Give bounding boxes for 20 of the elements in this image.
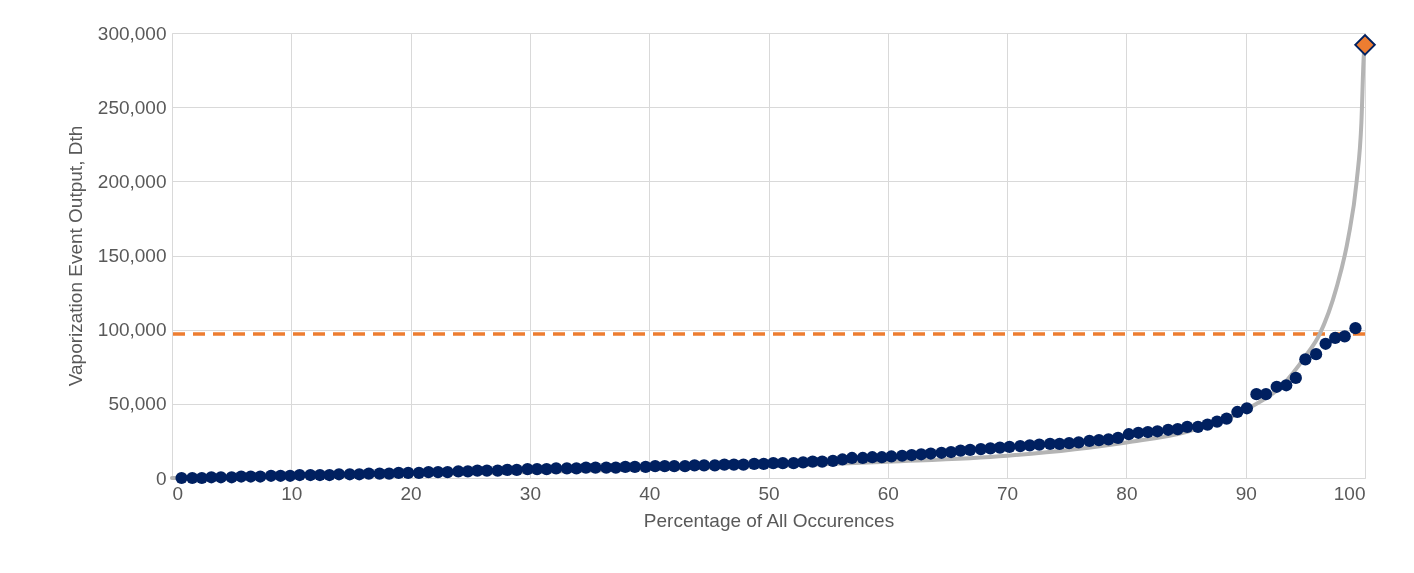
x-tick-label: 90 <box>1235 482 1257 504</box>
x-tick-label: 100 <box>1333 482 1366 504</box>
y-tick-label: 250,000 <box>97 96 167 118</box>
y-tick-label: 0 <box>155 467 167 489</box>
y-tick-label: 200,000 <box>97 170 167 192</box>
x-tick-label: 80 <box>1116 482 1138 504</box>
x-tick-label: 30 <box>519 482 541 504</box>
x-tick-label: 60 <box>877 482 899 504</box>
x-tick-label: 70 <box>997 482 1019 504</box>
y-tick-label: 150,000 <box>97 245 167 266</box>
y-tick-label: 100,000 <box>97 319 167 341</box>
x-tick-label: 10 <box>281 482 303 504</box>
y-tick-label: 50,000 <box>108 393 167 415</box>
x-tick-label: 50 <box>758 482 780 504</box>
y-axis-title: Vaporization Event Output, Dth <box>64 125 86 387</box>
x-tick-label: 40 <box>639 482 661 504</box>
x-tick-label: 0 <box>172 482 184 504</box>
x-tick-label: 20 <box>400 482 422 504</box>
x-axis-title: Percentage of All Occurences <box>643 509 895 531</box>
y-tick-label: 300,000 <box>97 22 167 44</box>
